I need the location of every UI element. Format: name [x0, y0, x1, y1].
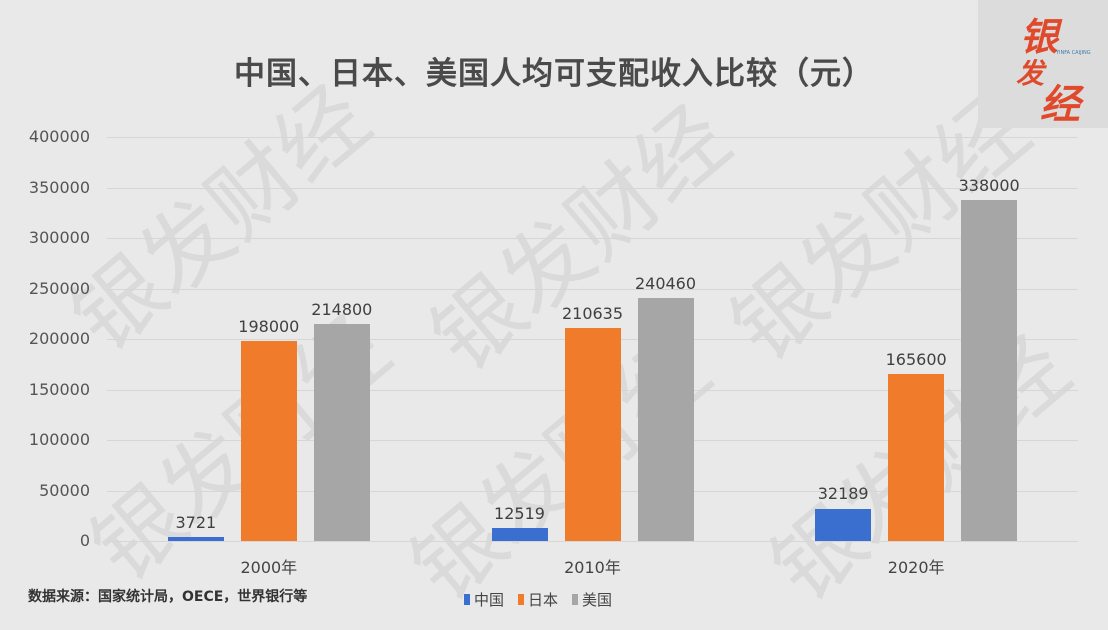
- data-label: 32189: [817, 484, 869, 504]
- bar-美国-2000年: [313, 324, 370, 541]
- y-tick-label: 100000: [28, 430, 90, 449]
- data-label: 3721: [175, 513, 217, 533]
- y-tick-label: 50000: [39, 480, 90, 500]
- bar-日本-2000年: [240, 341, 297, 541]
- bar-中国-2010年: [491, 528, 548, 541]
- y-tick-label: 350000: [28, 177, 90, 197]
- gridline: [107, 541, 1078, 542]
- bar-美国-2020年: [961, 199, 1018, 541]
- bar-美国-2010年: [637, 298, 694, 541]
- legend-label: 美国: [582, 591, 613, 609]
- data-label: 165600: [885, 349, 947, 369]
- gridline: [107, 187, 1078, 189]
- x-tick-label: 2000年: [240, 558, 298, 577]
- gridline: [107, 238, 1078, 239]
- data-label: 240460: [634, 274, 697, 294]
- bar-日本-2020年: [888, 373, 945, 541]
- bar-中国-2000年: [167, 537, 224, 541]
- y-tick-label: 200000: [28, 329, 90, 348]
- legend-swatch: [518, 594, 525, 605]
- legend-item-china: 中国: [464, 589, 504, 610]
- legend: 中国 日本 美国: [464, 589, 612, 610]
- logo-char: 银: [1020, 14, 1059, 59]
- source-note: 数据来源：国家统计局，OECE，世界银行等: [28, 589, 308, 605]
- legend-swatch: [464, 594, 470, 605]
- logo-char: 发: [1016, 57, 1045, 90]
- legend-item-usa: 美国: [572, 589, 612, 610]
- legend-item-japan: 日本: [518, 589, 558, 610]
- data-label: 198000: [238, 317, 300, 337]
- data-label: 214800: [311, 300, 373, 320]
- legend-swatch: [572, 594, 579, 605]
- x-tick-label: 2020年: [887, 558, 945, 577]
- y-tick-label: 0: [79, 531, 90, 550]
- legend-label: 中国: [474, 591, 505, 609]
- plot-area: 3721 198000 214800 12519 210635 240460 32189 16…: [107, 137, 1078, 542]
- gridline: [107, 137, 1078, 138]
- y-tick-label: 150000: [28, 379, 90, 399]
- brand-logo: 银 YINFA CAIJING 发 经: [978, 0, 1108, 128]
- legend-label: 日本: [528, 591, 559, 609]
- data-label: 338000: [958, 175, 1020, 195]
- data-label: 12519: [494, 504, 545, 524]
- y-tick-label: 300000: [28, 228, 90, 247]
- gridline: [107, 288, 1078, 290]
- y-tick-label: 250000: [28, 278, 90, 298]
- logo-tagline: YINFA CAIJING: [1056, 50, 1091, 56]
- data-label: 210635: [561, 304, 624, 324]
- logo-char: 经: [1040, 81, 1080, 128]
- bar-日本-2010年: [564, 328, 621, 541]
- y-tick-label: 400000: [28, 127, 90, 146]
- bar-中国-2020年: [815, 508, 872, 541]
- x-tick-label: 2010年: [564, 558, 621, 577]
- chart-title: 中国、日本、美国人均可支配收入比较（元）: [234, 56, 874, 92]
